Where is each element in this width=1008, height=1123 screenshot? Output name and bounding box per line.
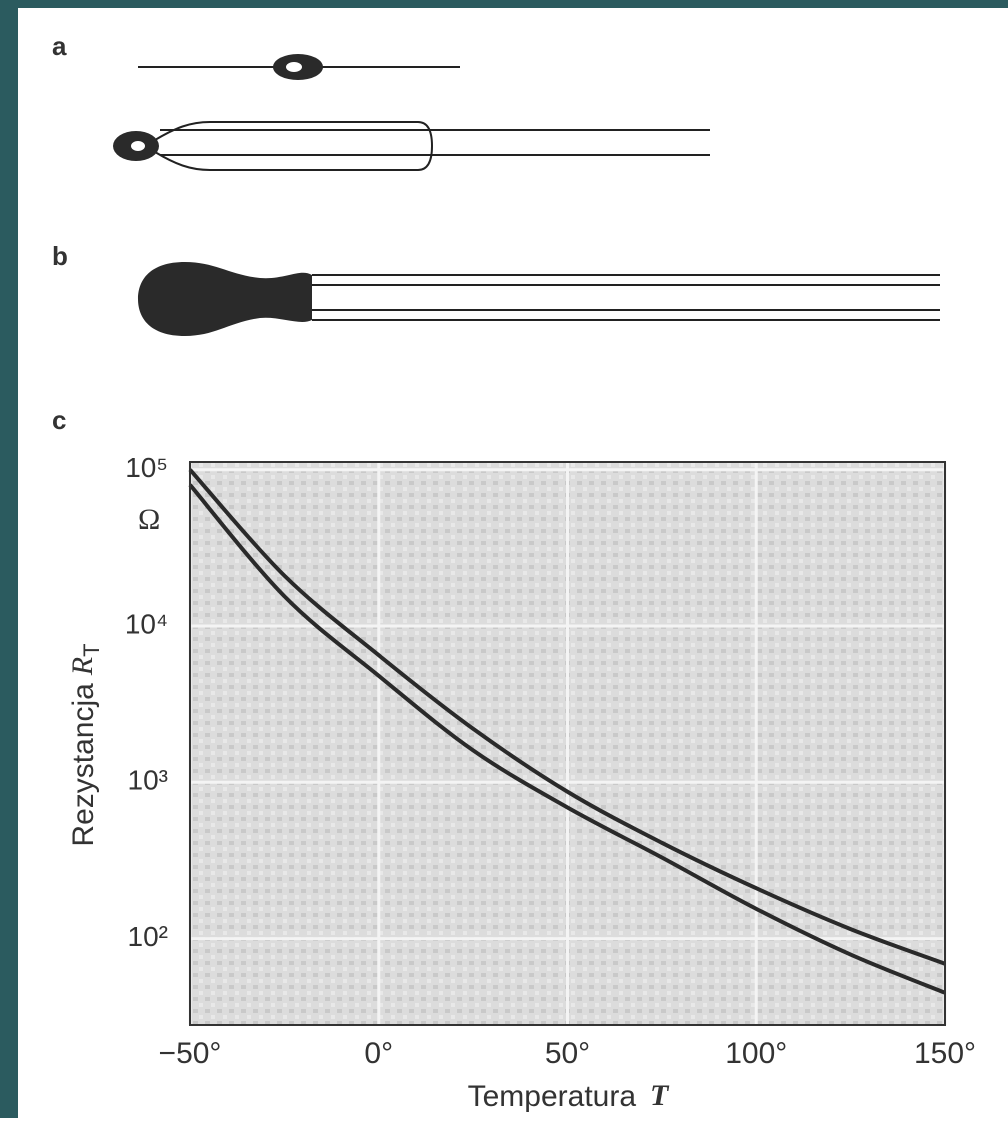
disk-thermistor — [138, 262, 940, 336]
y-label-text: Rezystancja — [67, 683, 100, 847]
y-tick-label: 10² — [128, 921, 168, 952]
x-label-symbol: T — [650, 1079, 670, 1112]
panel-label: a — [52, 31, 67, 61]
y-tick-label: 10⁵ — [125, 452, 168, 483]
glass-thermistor — [113, 121, 710, 171]
data-line — [188, 483, 946, 995]
slide-border — [0, 0, 18, 1118]
panel-label: b — [52, 241, 68, 271]
y-axis-label: Rezystancja RT — [66, 643, 104, 846]
y-label-symbol: R — [66, 657, 99, 676]
x-axis-label: Temperatura T — [468, 1079, 670, 1113]
x-tick-label: −50° — [159, 1037, 222, 1070]
x-tick-label: 50° — [545, 1037, 590, 1070]
y-unit: Ω — [138, 503, 160, 536]
x-tick-label: 150° — [914, 1037, 976, 1070]
slide-border — [0, 0, 1008, 8]
x-tick-label: 100° — [725, 1037, 787, 1070]
bead-thermistor — [138, 54, 460, 80]
plot-frame — [189, 461, 946, 1026]
x-label-text: Temperatura — [468, 1080, 637, 1113]
y-tick-label: 10³ — [128, 765, 168, 796]
y-label-subscript: T — [79, 643, 104, 656]
x-tick-label: 0° — [364, 1037, 393, 1070]
y-tick-label: 10⁴ — [125, 608, 168, 639]
data-line — [188, 468, 946, 966]
panel-label: c — [52, 405, 66, 435]
